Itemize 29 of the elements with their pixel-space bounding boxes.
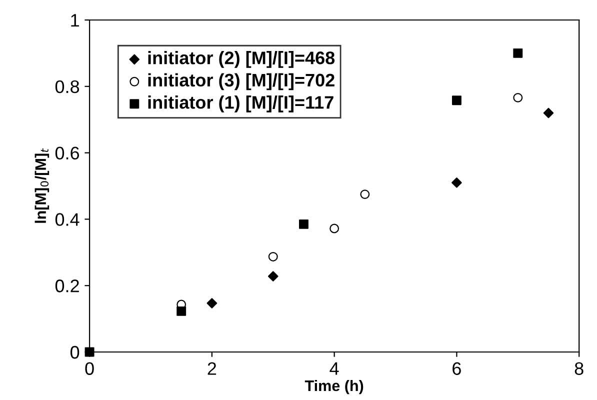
point <box>330 224 340 234</box>
y-tick-label: 0.2 <box>55 280 79 292</box>
y-tick-label: 0.8 <box>55 80 80 94</box>
point <box>452 178 462 188</box>
y-tick-label: 1 <box>71 14 79 27</box>
point <box>206 298 218 308</box>
x-axis-title: Time (h) <box>304 380 364 394</box>
x-tick-label: 8 <box>574 362 584 375</box>
legend-label: initiator (3) [M]/[I]=702 <box>148 73 334 90</box>
point <box>299 219 308 229</box>
point <box>268 252 278 262</box>
point <box>84 347 94 357</box>
point <box>513 48 523 58</box>
x-tick-label: 6 <box>452 362 461 375</box>
x-tick-label: 4 <box>330 362 339 375</box>
x-tick-label: 0 <box>85 362 94 375</box>
point <box>452 96 462 106</box>
y-tick-label: 0.6 <box>55 146 80 160</box>
point <box>513 92 523 102</box>
point <box>268 271 278 282</box>
point <box>176 306 186 316</box>
legend-label: initiator (1) [M]/[I]=117 <box>148 96 334 112</box>
legend-label: initiator (2) [M]/[I]=468 <box>148 51 335 68</box>
y-axis-title: ln[M]$_{0}$/[M]$_{t}$ <box>34 148 50 223</box>
y-tick-label: 0.4 <box>55 213 80 226</box>
point <box>360 190 370 200</box>
point <box>543 108 554 118</box>
x-tick-label: 2 <box>208 362 216 375</box>
y-tick-label: 0 <box>70 346 80 359</box>
